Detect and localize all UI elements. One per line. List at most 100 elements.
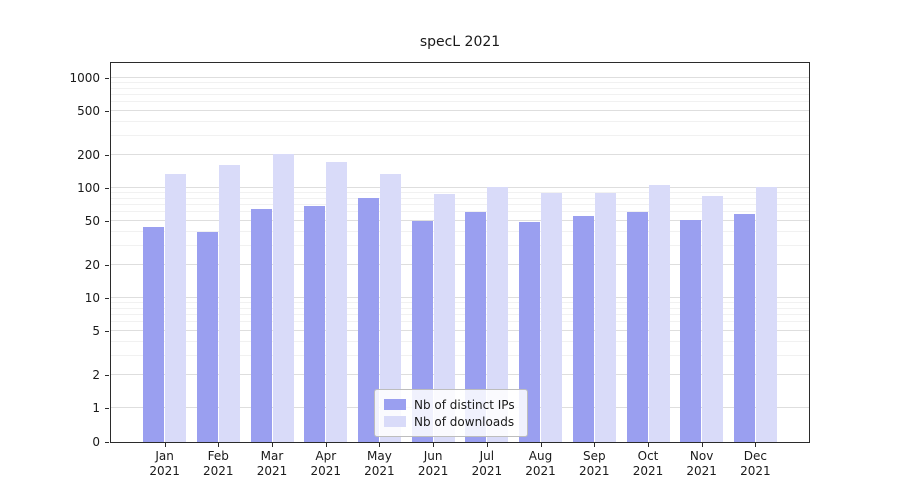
y-tick-label: 500 <box>77 104 100 119</box>
bar-distinct-ips <box>250 208 272 442</box>
minor-gridline <box>111 134 809 136</box>
legend-label: Nb of downloads <box>414 414 515 429</box>
x-tick-mark <box>272 443 273 447</box>
bar-distinct-ips <box>465 212 487 442</box>
x-tick-mark <box>433 443 435 447</box>
major-gridline <box>111 263 809 265</box>
x-tick-mark <box>218 443 220 447</box>
legend-item: Nb of downloads <box>384 413 515 430</box>
chart-title: specL 2021 <box>419 34 501 50</box>
x-tick-mark <box>648 443 649 447</box>
minor-gridline <box>111 354 809 356</box>
major-gridline <box>111 373 809 375</box>
major-gridline <box>111 297 809 298</box>
y-tick-mark <box>105 442 109 443</box>
major-gridline <box>111 153 809 155</box>
minor-gridline <box>111 307 809 309</box>
minor-gridline <box>111 244 809 246</box>
minor-gridline <box>111 204 809 205</box>
y-tick-mark <box>105 111 109 113</box>
x-tick-label: Feb 2021 <box>203 449 234 478</box>
legend: Nb of distinct IPs Nb of downloads <box>374 389 528 437</box>
x-tick-mark <box>486 443 488 447</box>
x-tick-label: Sep 2021 <box>579 449 610 478</box>
x-tick-label: Oct 2021 <box>632 449 664 478</box>
major-gridline <box>111 187 809 188</box>
minor-gridline <box>111 87 809 89</box>
y-tick-mark <box>105 331 109 333</box>
x-tick-mark <box>594 443 596 447</box>
x-tick-label: Nov 2021 <box>686 449 717 478</box>
y-tick-label: 200 <box>77 147 100 162</box>
bar-distinct-ips <box>680 220 702 442</box>
bar-downloads <box>218 165 240 442</box>
bar-downloads <box>379 173 401 442</box>
y-tick-label: 50 <box>84 214 100 229</box>
minor-gridline <box>111 101 809 103</box>
x-tick-label: May 2021 <box>364 449 395 478</box>
x-tick-label: Mar 2021 <box>256 449 288 478</box>
y-tick-mark <box>105 188 109 189</box>
bar-downloads <box>272 153 294 442</box>
x-tick-mark <box>540 443 542 447</box>
minor-gridline <box>111 211 809 213</box>
x-tick-mark <box>164 443 166 447</box>
x-tick-label: Apr 2021 <box>310 449 342 478</box>
minor-gridline <box>111 340 809 342</box>
y-tick-mark <box>105 374 109 376</box>
minor-gridline <box>111 314 809 315</box>
bar-downloads <box>755 187 777 442</box>
legend-item: Nb of distinct IPs <box>384 396 515 413</box>
bar-distinct-ips <box>733 214 755 442</box>
y-tick-mark <box>105 264 109 266</box>
bar-downloads <box>487 187 509 442</box>
bar-distinct-ips <box>519 222 541 442</box>
y-tick-mark <box>105 78 109 79</box>
minor-gridline <box>111 82 809 83</box>
legend-label: Nb of distinct IPs <box>414 397 515 412</box>
major-gridline <box>111 77 809 78</box>
y-tick-mark <box>105 298 109 299</box>
y-tick-mark <box>105 408 109 409</box>
bar-downloads <box>541 193 563 442</box>
bar-distinct-ips <box>304 206 326 442</box>
bar-downloads <box>594 192 616 442</box>
y-tick-label: 1000 <box>69 71 100 85</box>
minor-gridline <box>111 302 809 303</box>
bar-downloads <box>648 184 670 442</box>
legend-swatch-icon <box>384 416 406 427</box>
minor-gridline <box>111 192 809 193</box>
x-tick-label: Aug 2021 <box>525 449 556 478</box>
legend-swatch-icon <box>384 399 406 410</box>
y-tick-label: 100 <box>77 181 100 195</box>
x-tick-mark <box>701 443 703 447</box>
plot-area: Nb of distinct IPs Nb of downloads <box>110 62 810 443</box>
y-tick-label: 0 <box>92 435 100 449</box>
bar-distinct-ips <box>572 215 594 442</box>
major-gridline <box>111 330 809 332</box>
x-tick-mark <box>755 443 757 447</box>
minor-gridline <box>111 321 809 323</box>
y-tick-label: 1 <box>92 401 100 415</box>
minor-gridline <box>111 230 809 232</box>
x-tick-label: Jul 2021 <box>471 449 503 478</box>
bar-distinct-ips <box>626 212 648 442</box>
bar-distinct-ips <box>411 221 433 442</box>
x-tick-mark <box>379 443 381 447</box>
minor-gridline <box>111 120 809 122</box>
bar-downloads <box>165 173 187 442</box>
y-tick-label: 2 <box>92 367 100 382</box>
bar-distinct-ips <box>143 227 165 442</box>
x-tick-label: Jan 2021 <box>149 449 180 478</box>
bar-distinct-ips <box>196 231 218 442</box>
y-tick-mark <box>105 154 109 156</box>
x-tick-label: Dec 2021 <box>740 449 771 478</box>
bar-distinct-ips <box>357 198 379 442</box>
y-tick-label: 10 <box>84 291 100 305</box>
bar-downloads <box>326 162 348 442</box>
x-tick-mark <box>325 443 327 447</box>
y-tick-mark <box>105 221 109 223</box>
minor-gridline <box>111 94 809 95</box>
x-tick-label: Jun 2021 <box>417 449 449 478</box>
